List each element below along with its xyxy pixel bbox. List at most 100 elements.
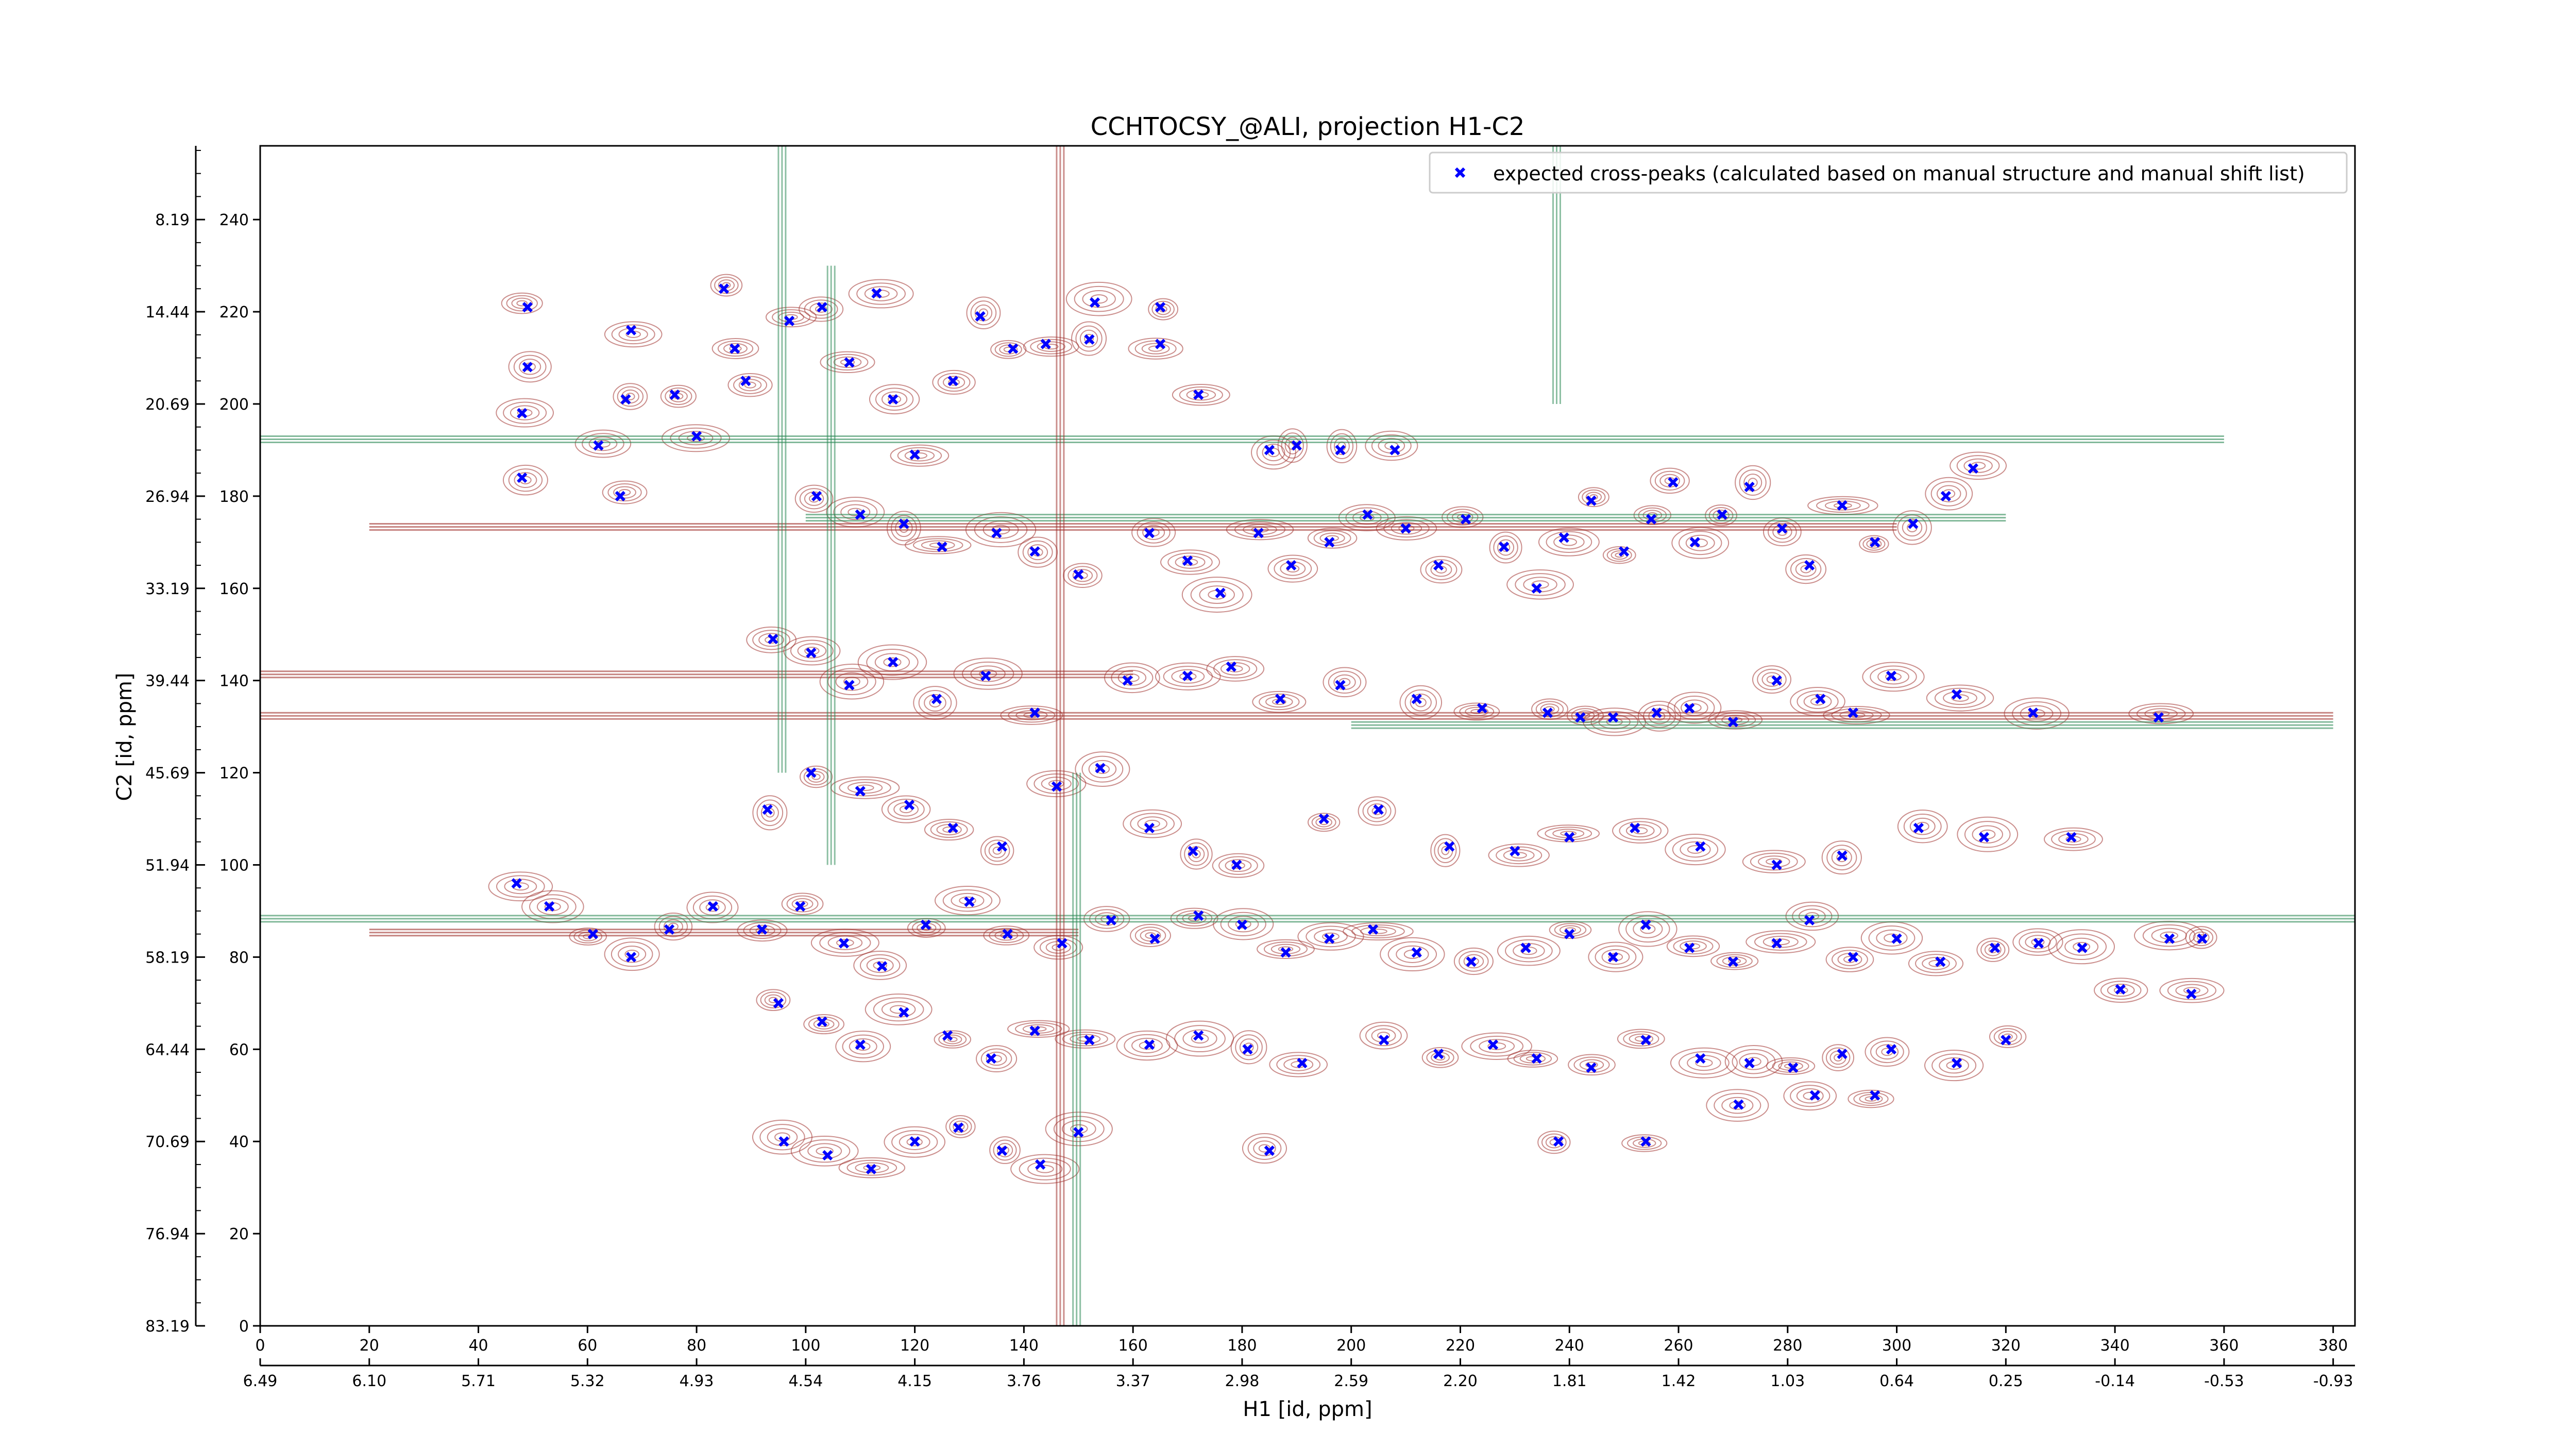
cross-peak-marker [991,528,1002,538]
contour-ring [1067,566,1098,585]
x-tick-label: 240 [1555,1337,1584,1355]
contour-ring [1673,938,1714,955]
contour-ring [1796,1088,1824,1104]
contour-ring [1036,1165,1054,1173]
contour-ring [1179,672,1197,681]
contour-ring [1470,709,1483,715]
contour-ring [1710,952,1759,970]
contour-ring [1010,1154,1080,1184]
cross-peak-marker [1586,1062,1597,1073]
x-tick-label: 0 [255,1337,265,1355]
cross-peak-marker [1242,1044,1253,1055]
contour-ring [1220,912,1266,936]
cross-peak-marker [1144,822,1155,834]
x-secondary-tick-label: 4.15 [897,1372,932,1390]
contour-ring [1816,498,1870,513]
y-tick-label: 120 [219,765,249,783]
contour-ring [1633,920,1663,938]
contour-ring [881,1001,916,1018]
contour-ring [1951,694,1969,702]
contour-ring [1410,694,1432,712]
contour-ring [1425,559,1458,580]
cross-peak-marker [986,1053,996,1064]
cross-peak-marker [1084,1035,1095,1046]
contour-ring [760,991,787,1008]
contour-ring [1972,825,2003,844]
contour-ring [1716,954,1753,968]
contour-ring [2167,981,2217,1000]
cross-peak-marker [1870,537,1880,548]
contour-ring [1553,534,1585,550]
contour-ring [756,799,784,827]
contour-ring [1330,433,1354,459]
contour-ring [809,302,833,316]
contour-ring [1868,925,1916,951]
cross-peak-marker [1193,389,1204,400]
cross-peak-marker [1908,518,1919,529]
contour-ring [1259,693,1300,711]
cross-peak-marker [1564,832,1575,843]
contour-ring [1931,1053,1977,1077]
x-secondary-tick-label: 2.59 [1334,1372,1368,1390]
contour-ring [1045,1111,1113,1147]
contour-ring [1142,525,1165,540]
x-tick-label: 260 [1664,1337,1693,1355]
cross-peak-marker [1040,339,1051,349]
cross-peak-marker [1886,670,1897,681]
contour-ring [1182,1029,1217,1048]
contour-ring [799,1139,851,1163]
y-tick-label: 80 [229,949,249,967]
y-secondary-tick-label: 76.94 [145,1225,190,1243]
contour-ring [1199,585,1235,604]
contour-ring [1262,444,1285,462]
contour-ring [1027,544,1048,561]
contour-ring [1739,469,1767,496]
contour-ring [790,1135,859,1167]
contour-ring [521,890,584,923]
contour-ring [886,511,921,546]
y-tick-label: 240 [219,211,249,229]
contour-ring [496,398,554,428]
contour-ring [1084,333,1094,344]
contour-ring [1936,485,1961,502]
x-secondary-tick-label: 0.64 [1879,1372,1914,1390]
contour-ring [790,639,834,662]
contour-ring [1253,1140,1276,1156]
contour-ring [924,818,974,841]
contour-ring [1190,581,1244,609]
contour-ring [1358,796,1396,826]
cross-peak-marker [855,1039,866,1050]
cross-peak-marker [625,325,637,335]
contour-ring [1721,1097,1754,1114]
x-secondary-tick-label: 3.76 [1007,1372,1041,1390]
cross-peak-marker [1236,919,1248,930]
contour-ring [838,1157,906,1178]
contour-ring [890,444,950,467]
y-tick-label: 140 [219,672,249,690]
contour-ring [1213,908,1274,940]
cross-peak-marker [773,998,784,1008]
contour-ring [1513,1052,1552,1066]
contour-ring [1506,569,1574,600]
contour-ring [1155,662,1221,690]
cross-peak-marker [1477,703,1487,714]
cross-peak-marker [593,440,604,451]
cross-peak-marker [1531,583,1542,594]
contour-ring [1007,1020,1070,1038]
y-secondary-tick-label: 70.69 [145,1133,190,1151]
contour-ring [1383,519,1430,538]
cross-peak-marker [757,924,768,935]
contour-ring [1825,947,1874,972]
contour-ring [1915,954,1957,973]
cross-peak-marker [1951,1057,1962,1069]
contour-ring [1256,440,1291,466]
cross-peak-marker [953,1122,964,1133]
cross-peak-marker [996,841,1008,852]
contour-ring [1151,300,1175,318]
contour-ring [942,889,993,912]
cross-peak-marker [1542,707,1553,718]
cross-peak-marker [975,311,986,322]
cross-peak-marker [1788,1062,1799,1073]
contour-ring [1862,662,1925,692]
cross-peak-marker [625,952,637,963]
